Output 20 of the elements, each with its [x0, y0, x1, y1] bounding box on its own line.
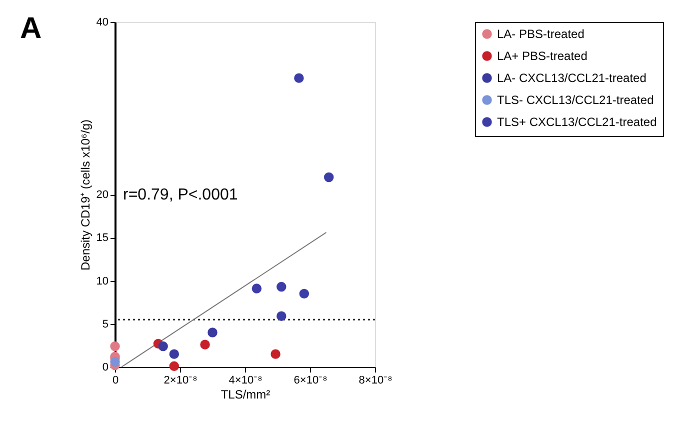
annotation: r=0.79, P<.0001 — [123, 186, 238, 204]
y-tick-label: 5 — [102, 318, 108, 330]
y-tick-label: 15 — [96, 232, 108, 244]
x-tick-label: 0 — [112, 374, 119, 386]
y-tick-label: 10 — [96, 275, 108, 288]
y-tick-label: 0 — [102, 362, 108, 374]
y-tick-label: 40 — [96, 16, 108, 28]
x-tick-label: 2×10⁻⁸ — [164, 374, 198, 386]
legend-label: TLS- CXCL13/CCL21-treated — [497, 93, 654, 107]
y-axis-title: Density CD19⁺ (cells x10⁶/g) — [78, 120, 92, 270]
legend-label: LA+ PBS-treated — [497, 49, 588, 63]
y-tick-label: 20 — [96, 189, 108, 201]
legend-label: LA- CXCL13/CCL21-treated — [497, 71, 646, 85]
x-tick-label: 8×10⁻⁸ — [358, 374, 392, 386]
x-axis-title: TLS/mm² — [220, 388, 270, 402]
x-tick-label: 4×10⁻⁸ — [228, 374, 262, 386]
text: A — [20, 12, 42, 45]
legend-label: LA- PBS-treated — [497, 27, 584, 41]
legend-label: TLS+ CXCL13/CCL21-treated — [497, 115, 657, 129]
x-tick-label: 6×10⁻⁸ — [294, 374, 328, 386]
